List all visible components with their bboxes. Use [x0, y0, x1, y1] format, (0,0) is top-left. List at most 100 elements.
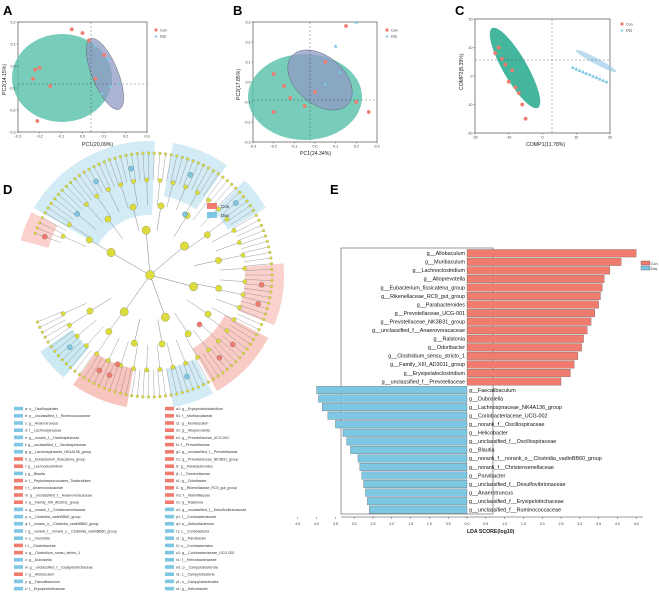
clade-legend-swatch [14, 536, 23, 540]
tree-branch [239, 305, 266, 315]
lda-x-tick-label: 2.0 [540, 522, 545, 526]
clade-legend-swatch [14, 586, 23, 591]
lda-bar-con [466, 300, 599, 309]
tree-branch [131, 368, 136, 396]
tree-branch [153, 369, 155, 397]
tree-branch [241, 241, 268, 249]
lda-x-tick-label: 0.0 [465, 522, 470, 526]
tree-node [94, 193, 100, 199]
tree-branch [230, 210, 254, 225]
lda-x-tick-label: 4.0 [615, 522, 620, 526]
biomarker-node [74, 211, 80, 217]
clade-legend-swatch [14, 558, 23, 562]
tree-node [74, 333, 80, 339]
panel-label-b: B [233, 3, 242, 18]
tree-leaf-node [87, 379, 91, 383]
clade-legend-swatch [165, 514, 174, 519]
legend-e: Con Dss [640, 260, 658, 271]
clade-legend-label: v: g__Dubosiella [25, 558, 52, 562]
lda-bar-label: g__norank_f__Oscillospiraceae [469, 422, 545, 428]
clade-legend-swatch [165, 579, 174, 584]
tree-branch [161, 369, 166, 397]
clade-legend-label: t1: o__Coriobacteriales [176, 544, 213, 548]
tree-branch [199, 356, 214, 380]
tree-node [224, 216, 230, 222]
legend-label-con-d: Con [221, 204, 230, 209]
tree-leaf-node [265, 239, 269, 243]
tree-branch [96, 196, 112, 218]
y-tick-label: 0.1 [246, 60, 251, 64]
lda-bar-dss [342, 428, 468, 437]
tree-node [240, 252, 246, 258]
point-dss [574, 67, 579, 71]
legend-marker-dss-c [620, 28, 624, 32]
biomarker-node [258, 282, 265, 288]
point-con [513, 85, 518, 90]
point-con [288, 96, 293, 100]
ellipse-dss-b [287, 49, 353, 111]
point-dss [581, 69, 585, 74]
lda-bar-label: g__Helicobacter [469, 431, 508, 437]
tree-branch [206, 315, 227, 332]
tree-node [144, 367, 149, 373]
tree-leaf-node [56, 192, 60, 196]
legend-marker-con-b [385, 28, 389, 32]
clade-legend-label: g: g__Lachnospiraceae_NK4A136_group [25, 450, 91, 454]
tree-leaf-node [135, 394, 139, 398]
point-con [33, 67, 38, 72]
tree-node [204, 310, 212, 318]
panel-a-pca: PC1(20.09%) PC2(14.15%) -0.3 -0.2 -0.1 0.0 0… [2, 20, 167, 148]
lda-x-tick-label: 1.5 [521, 522, 526, 526]
lda-bar-con [466, 249, 637, 258]
tree-leaf-node [264, 234, 268, 238]
point-con [354, 100, 359, 104]
tree-branch [39, 315, 65, 328]
biomarker-node [128, 165, 134, 172]
tree-branch [133, 181, 139, 207]
tree-branch [239, 235, 266, 245]
tree-branch [228, 328, 251, 345]
ticks-a: -0.3 -0.2 -0.1 0.0 0.1 0.2 0.3 0.2 0.1 0.0 -0.1 -0.… [9, 20, 149, 138]
lda-bar-con [466, 369, 571, 377]
tree-leaf-node [269, 284, 273, 288]
clade-legend-swatch [165, 550, 174, 555]
tree-node [240, 292, 246, 298]
lda-bar-con [466, 292, 601, 300]
tree-leaf-node [87, 167, 91, 171]
clade-legend-label: i1: g__Parabacteroides [176, 465, 213, 469]
clade-legend-swatch [14, 550, 23, 555]
y-tick-label: -0.3 [9, 130, 15, 134]
point-con [48, 84, 53, 89]
lda-bar-label: g__Lachnoclostridium [413, 268, 466, 274]
tree-leaf-node [248, 204, 252, 208]
legend-marker-dss-b [385, 34, 389, 38]
tree-branch [107, 218, 124, 240]
legend-label-con-a: Con [160, 29, 167, 33]
tree-branch [157, 369, 161, 397]
panel-label-d: D [3, 182, 12, 197]
clade-legend-label: t: f__Clostridiaceae [25, 544, 56, 548]
tree-branch [176, 186, 186, 211]
tree-branch [241, 301, 268, 309]
tree-branch [232, 215, 257, 229]
point-dss [99, 91, 104, 96]
x-axis-label-c: COMP1(11.78%) [526, 142, 565, 148]
legend-marker-con-c [620, 22, 624, 26]
tree-node [84, 343, 89, 348]
tree-leaf-node [141, 395, 145, 399]
tree-branch [157, 180, 161, 206]
tree-branch [192, 200, 209, 220]
lda-bar-con [466, 266, 611, 275]
tree-leaf-node [221, 371, 225, 375]
tree-leaf-node [234, 360, 238, 364]
tree-branch [238, 309, 264, 320]
tree-node [158, 340, 166, 348]
tree-branch [244, 283, 272, 287]
tree-branch [238, 230, 264, 241]
clade-legend-swatch [165, 543, 174, 548]
lda-bar-label: g__Anaerotruncus [469, 490, 513, 496]
tree-node [141, 225, 151, 235]
x-tick-label: 0.0 [80, 135, 85, 139]
clade-highlight-dss [166, 358, 213, 407]
clade-legend-label: q1: p__Actinobacteriota [176, 522, 214, 526]
